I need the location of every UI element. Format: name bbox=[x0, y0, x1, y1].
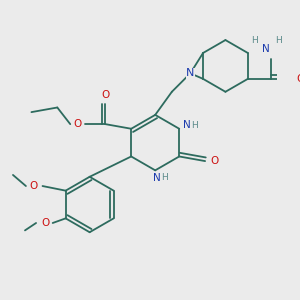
Text: N: N bbox=[153, 173, 161, 183]
Text: H: H bbox=[161, 173, 168, 182]
Text: H: H bbox=[275, 36, 282, 45]
Text: H: H bbox=[190, 121, 197, 130]
Text: O: O bbox=[29, 181, 38, 191]
Text: O: O bbox=[210, 156, 218, 166]
Text: N: N bbox=[186, 68, 194, 78]
Text: H: H bbox=[251, 36, 258, 45]
Text: O: O bbox=[101, 90, 110, 100]
Text: O: O bbox=[74, 119, 82, 129]
Text: O: O bbox=[41, 218, 50, 228]
Text: O: O bbox=[296, 74, 300, 84]
Text: N: N bbox=[262, 44, 269, 54]
Text: N: N bbox=[183, 120, 190, 130]
